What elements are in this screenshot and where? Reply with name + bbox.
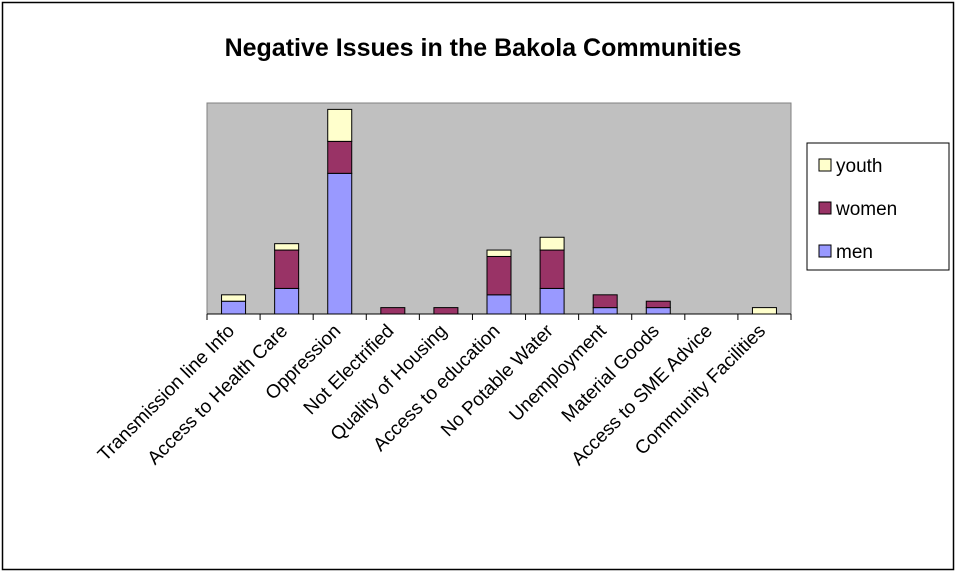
bar-youth-1 <box>274 243 300 251</box>
bar-youth-0 <box>221 294 247 302</box>
bar-men-0 <box>221 300 247 315</box>
x-ticks-group <box>206 314 792 320</box>
legend: youth women men <box>806 142 950 271</box>
legend-swatch-youth <box>818 158 832 172</box>
legend-label-youth: youth <box>836 156 882 177</box>
bar-women-7 <box>592 294 618 309</box>
bar-men-7 <box>592 307 618 315</box>
bar-women-2 <box>327 140 353 174</box>
bar-men-6 <box>539 287 565 315</box>
legend-swatch-men <box>818 244 832 258</box>
chart-title: Negative Issues in the Bakola Communitie… <box>225 34 742 62</box>
bar-women-1 <box>274 249 300 289</box>
bar-women-6 <box>539 249 565 289</box>
bar-women-3 <box>380 307 406 315</box>
bar-women-5 <box>486 255 512 296</box>
bar-women-8 <box>645 300 671 309</box>
bars-group <box>221 108 777 315</box>
bar-men-2 <box>327 172 353 315</box>
bar-women-4 <box>433 307 459 315</box>
bar-youth-2 <box>327 108 353 142</box>
bar-men-8 <box>645 307 671 315</box>
bar-men-5 <box>486 294 512 315</box>
bar-youth-6 <box>539 236 565 251</box>
bar-youth-5 <box>486 249 512 257</box>
bar-men-1 <box>274 287 300 315</box>
legend-label-women: women <box>835 199 897 220</box>
legend-label-men: men <box>836 242 873 263</box>
bar-youth-10 <box>751 307 777 315</box>
legend-swatch-women <box>818 201 832 215</box>
